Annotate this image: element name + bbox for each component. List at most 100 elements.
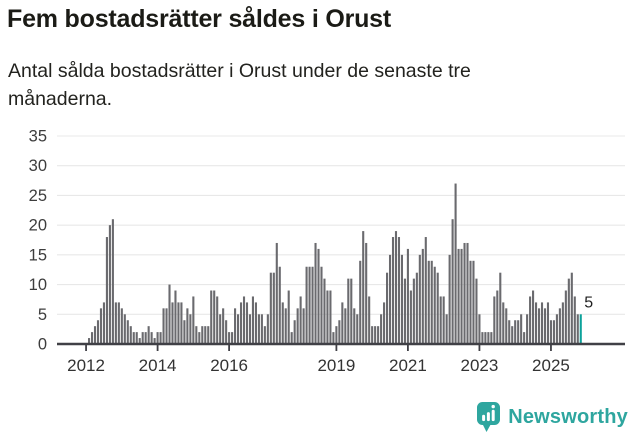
bar	[436, 272, 439, 344]
bar	[374, 326, 377, 344]
bar	[216, 296, 219, 344]
bar	[377, 326, 380, 344]
bar	[329, 290, 332, 344]
bar	[210, 290, 213, 344]
bar	[403, 278, 406, 344]
bar	[171, 302, 174, 344]
y-axis-label: 30	[29, 157, 47, 175]
bar	[156, 332, 159, 344]
bar	[430, 260, 433, 344]
x-axis-label: 2023	[461, 356, 499, 375]
bar	[293, 320, 296, 344]
bar	[231, 332, 234, 344]
bar	[576, 314, 579, 344]
bar	[394, 231, 398, 344]
bar	[347, 278, 350, 344]
bar	[561, 302, 564, 344]
bar	[371, 326, 374, 344]
brand-name: Newsworthy	[508, 405, 628, 428]
bar	[284, 308, 287, 344]
bar	[228, 332, 231, 344]
bar	[457, 248, 460, 344]
bar	[290, 332, 293, 344]
bar	[362, 231, 365, 344]
bar	[344, 308, 347, 344]
bar	[424, 237, 427, 344]
bar	[543, 308, 547, 344]
x-axis-label: 2016	[210, 356, 248, 375]
bar	[105, 237, 108, 344]
bar	[254, 302, 257, 344]
bar	[96, 320, 100, 344]
bar	[427, 260, 430, 344]
bar	[195, 326, 198, 344]
bar	[281, 302, 284, 344]
bar	[237, 314, 240, 344]
y-axis-label: 25	[29, 187, 47, 205]
bar	[180, 302, 183, 344]
bar	[555, 314, 558, 344]
bar	[251, 296, 254, 344]
bar	[338, 320, 341, 344]
bar	[511, 326, 514, 344]
bar	[368, 296, 371, 344]
bar	[117, 302, 120, 344]
y-axis-label: 15	[29, 246, 47, 264]
bar	[493, 296, 496, 344]
newsworthy-logo-icon	[477, 401, 501, 432]
bar	[314, 242, 317, 344]
bar	[365, 242, 368, 344]
bar	[102, 302, 105, 344]
bar	[409, 290, 412, 344]
bar	[573, 296, 576, 344]
bar	[183, 320, 186, 344]
bar	[350, 278, 353, 344]
bar	[484, 332, 487, 344]
bar	[388, 254, 392, 344]
bar	[132, 332, 135, 344]
page-subtitle: Antal sålda bostadsrätter i Orust under …	[8, 57, 471, 113]
y-axis-label: 5	[38, 306, 47, 324]
bar	[88, 338, 91, 344]
bar	[558, 308, 561, 344]
bar	[508, 320, 511, 344]
bar	[442, 296, 445, 344]
bar	[439, 296, 442, 344]
subtitle-line-1: Antal sålda bostadsrätter i Orust under …	[8, 60, 471, 82]
bar	[532, 290, 535, 344]
bar	[192, 296, 195, 344]
bar	[567, 278, 570, 344]
bar	[418, 254, 421, 344]
bar	[487, 332, 490, 344]
bar	[529, 296, 532, 344]
bar	[466, 242, 469, 344]
bar	[323, 278, 326, 344]
bar	[234, 308, 237, 344]
y-axis-label: 10	[29, 276, 47, 294]
bar	[570, 272, 573, 344]
bar	[505, 308, 508, 344]
bar	[412, 278, 415, 344]
bar	[520, 314, 523, 344]
bar	[537, 308, 541, 344]
highlight-bar	[579, 314, 582, 344]
bar	[386, 272, 389, 344]
brand-footer: Newsworthy	[476, 400, 628, 434]
bar	[275, 242, 278, 344]
bar	[552, 320, 555, 344]
bar	[460, 248, 463, 344]
bar	[540, 302, 544, 344]
bar	[222, 308, 225, 344]
bar	[526, 314, 529, 344]
subtitle-line-2: månaderna.	[8, 88, 113, 110]
bar	[496, 290, 499, 344]
bar	[481, 332, 484, 344]
bar	[198, 332, 201, 344]
bar	[514, 320, 517, 344]
bar	[445, 314, 448, 344]
bar	[546, 302, 550, 344]
bar	[463, 242, 466, 344]
bar	[272, 272, 275, 344]
